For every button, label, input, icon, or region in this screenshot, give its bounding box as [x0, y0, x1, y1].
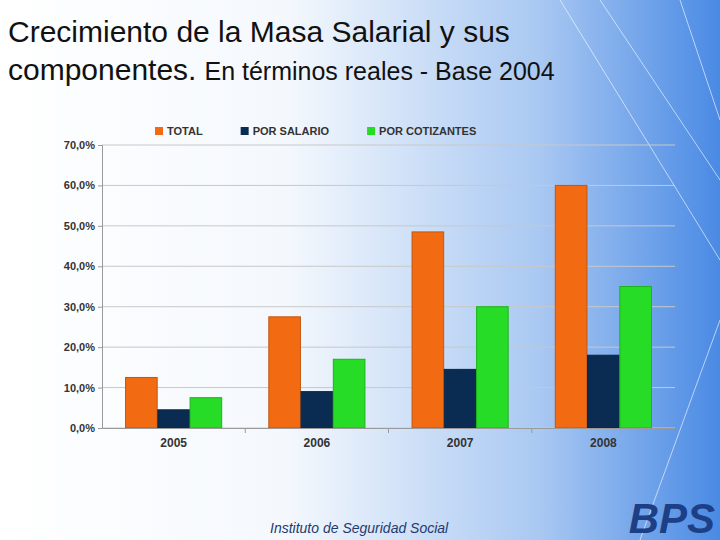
legend-swatch [241, 127, 249, 135]
y-tick: 30,0% [64, 301, 102, 313]
grid-line [102, 225, 675, 226]
grid-line [102, 145, 675, 146]
legend-label: POR COTIZANTES [379, 125, 476, 137]
bar [126, 377, 158, 428]
x-separators [245, 428, 532, 433]
bar [333, 359, 365, 428]
x-separator [245, 428, 246, 433]
title: componentes. [8, 53, 196, 86]
y-tick-mark [98, 388, 102, 389]
y-tick-label: 10,0% [64, 382, 95, 394]
decoration [680, 0, 720, 120]
bar [555, 185, 587, 428]
grid [102, 145, 675, 428]
legend-label: POR SALARIO [253, 125, 330, 137]
x-tick-label: 2007 [447, 436, 474, 450]
x-tick-label: 2005 [160, 436, 187, 450]
legend-swatch [367, 127, 375, 135]
x-separator [388, 428, 389, 433]
grid-line [102, 185, 675, 186]
background [0, 0, 720, 540]
y-tick-mark [98, 347, 102, 348]
y-tick-mark [98, 266, 102, 267]
title: Crecimiento de la Masa Salarial y sus [8, 15, 510, 48]
y-tick-mark [98, 185, 102, 186]
bar [412, 232, 444, 428]
y-tick: 0,0% [70, 422, 102, 434]
legend-swatch [155, 127, 163, 135]
y-tick-label: 40,0% [64, 260, 95, 272]
bar [620, 287, 652, 429]
y-tick: 10,0% [64, 382, 102, 394]
y-tick-mark [98, 428, 102, 429]
bar [588, 355, 620, 428]
y-tick-label: 50,0% [64, 220, 95, 232]
bar [190, 398, 222, 428]
x-axis: 2005 2006 2007 2008 [103, 428, 676, 450]
y-tick-mark [98, 226, 102, 227]
grid-line [102, 347, 675, 348]
decoration [600, 0, 720, 180]
y-axis: 0,0% 10,0% 20,0% 30,0% 40,0% 50,0% 60,0% 70,0% [64, 139, 103, 434]
grid-line [102, 266, 675, 267]
legend-item: POR COTIZANTES [367, 125, 476, 137]
series [126, 185, 587, 428]
x-tick: 2007 [447, 428, 474, 450]
logo: BPS [629, 495, 715, 540]
bar [477, 307, 509, 428]
x-tick-label: 2006 [304, 436, 331, 450]
x-tick: 2005 [160, 428, 187, 450]
legend: TOTAL POR SALARIO POR COTIZANTES [155, 125, 476, 137]
y-tick: 60,0% [64, 179, 102, 191]
y-tick-label: 70,0% [64, 139, 95, 151]
y-tick-label: 30,0% [64, 301, 95, 313]
y-tick-mark [98, 307, 102, 308]
chart: Crecimiento de la Masa Salarial y sus com… [0, 0, 720, 540]
bar [301, 392, 333, 428]
footer: Instituto de Seguridad Social [270, 520, 449, 536]
legend-label: TOTAL [167, 125, 203, 137]
legend-item: TOTAL [155, 125, 203, 137]
y-tick: 70,0% [64, 139, 102, 151]
subtitle: En términos reales - Base 2004 [204, 57, 554, 85]
legend-item: POR SALARIO [241, 125, 330, 137]
y-tick: 40,0% [64, 260, 102, 272]
x-separator [531, 428, 532, 433]
y-tick: 20,0% [64, 341, 102, 353]
x-tick-label: 2008 [590, 436, 617, 450]
bar [269, 317, 301, 428]
y-tick-label: 0,0% [70, 422, 95, 434]
y-tick-mark [98, 145, 102, 146]
x-tick: 2006 [304, 428, 331, 450]
x-tick: 2008 [590, 428, 617, 450]
bar [444, 369, 476, 428]
y-axis-line [98, 146, 103, 429]
bar [158, 410, 190, 428]
bars [126, 185, 652, 428]
series [190, 287, 651, 429]
y-tick-label: 60,0% [64, 179, 95, 191]
title-line: componentes. En términos reales - Base 20… [8, 53, 555, 86]
grid-line [102, 306, 675, 307]
y-tick-label: 20,0% [64, 341, 95, 353]
y-tick: 50,0% [64, 220, 102, 232]
series [158, 355, 619, 428]
